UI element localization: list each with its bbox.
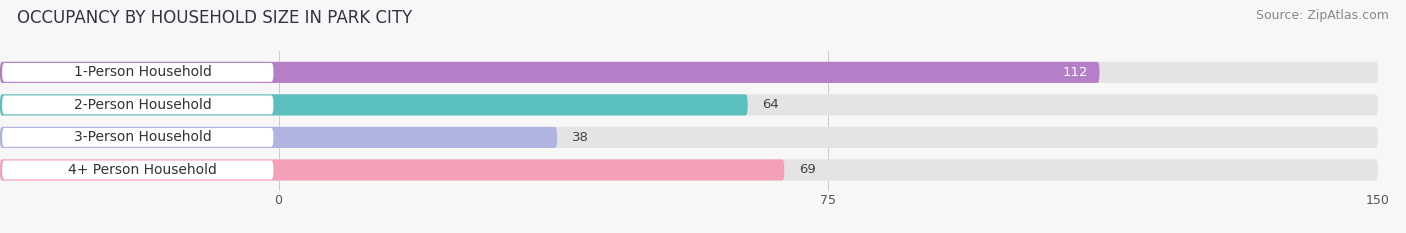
FancyBboxPatch shape xyxy=(3,96,273,114)
Text: 4+ Person Household: 4+ Person Household xyxy=(69,163,218,177)
FancyBboxPatch shape xyxy=(3,63,273,82)
FancyBboxPatch shape xyxy=(0,62,1099,83)
FancyBboxPatch shape xyxy=(0,62,1378,83)
FancyBboxPatch shape xyxy=(0,127,1378,148)
FancyBboxPatch shape xyxy=(3,161,273,179)
FancyBboxPatch shape xyxy=(0,94,748,116)
FancyBboxPatch shape xyxy=(0,94,1378,116)
Text: 64: 64 xyxy=(762,98,779,111)
Text: OCCUPANCY BY HOUSEHOLD SIZE IN PARK CITY: OCCUPANCY BY HOUSEHOLD SIZE IN PARK CITY xyxy=(17,9,412,27)
Text: 1-Person Household: 1-Person Household xyxy=(75,65,212,79)
FancyBboxPatch shape xyxy=(0,159,785,181)
Text: 38: 38 xyxy=(572,131,589,144)
Text: Source: ZipAtlas.com: Source: ZipAtlas.com xyxy=(1256,9,1389,22)
Text: 2-Person Household: 2-Person Household xyxy=(75,98,212,112)
Text: 112: 112 xyxy=(1063,66,1088,79)
Text: 3-Person Household: 3-Person Household xyxy=(75,130,212,144)
FancyBboxPatch shape xyxy=(3,128,273,147)
Text: 69: 69 xyxy=(799,163,815,176)
FancyBboxPatch shape xyxy=(0,127,557,148)
FancyBboxPatch shape xyxy=(0,159,1378,181)
